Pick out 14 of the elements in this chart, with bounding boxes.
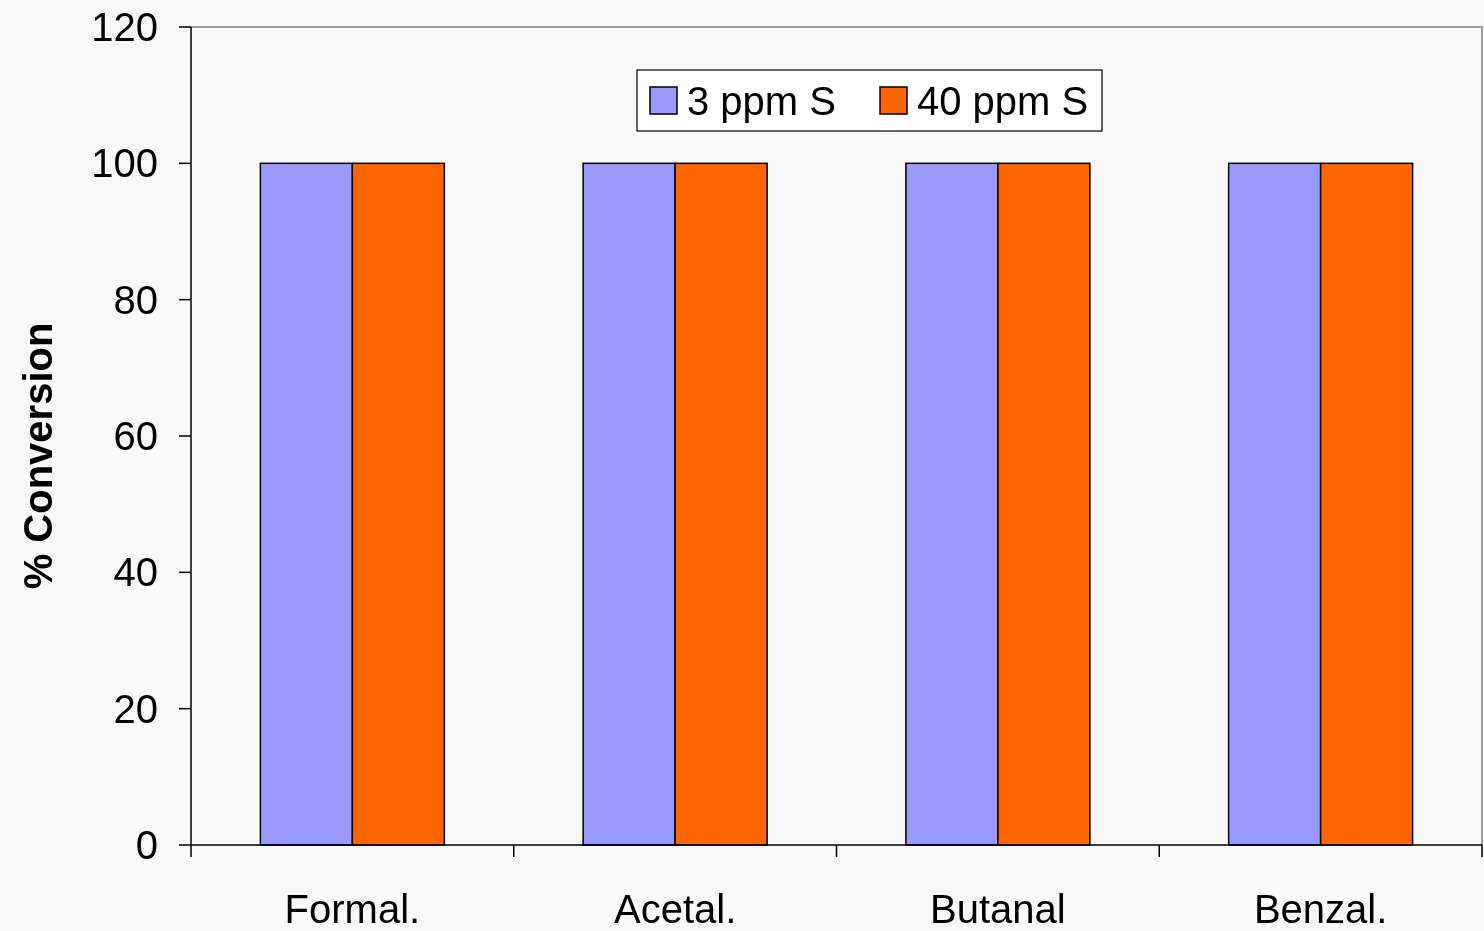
y-axis-title: % Conversion: [16, 322, 60, 590]
y-tick-label: 0: [135, 823, 158, 867]
x-tick-label: Acetal.: [613, 887, 737, 931]
y-tick-label: 80: [113, 277, 158, 322]
y-tick-label: 40: [113, 550, 158, 595]
y-tick-label: 120: [91, 5, 158, 49]
y-tick-label: 20: [113, 686, 158, 731]
x-tick-label: Formal.: [284, 887, 421, 931]
legend-label: 40 ppm S: [917, 79, 1089, 123]
y-tick-label: 60: [113, 414, 158, 458]
x-tick-label: Benzal.: [1253, 887, 1388, 931]
y-tick-label: 100: [91, 141, 158, 186]
legend-label: 3 ppm S: [687, 79, 836, 123]
x-tick-label: Butanal: [930, 887, 1066, 931]
